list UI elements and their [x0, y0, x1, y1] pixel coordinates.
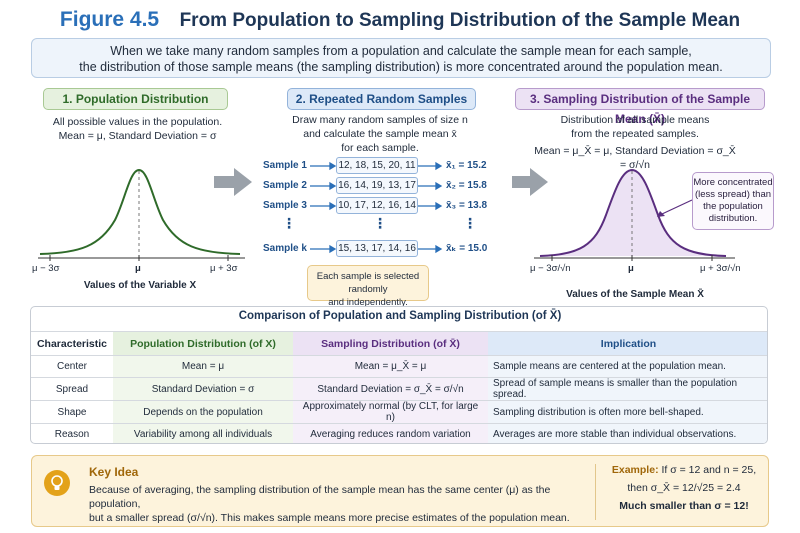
sample-3-mean: x̄₃ = 13.8 [446, 200, 488, 211]
concentration-callout: More concentrated (less spread) than the… [692, 172, 774, 230]
ellipsis-values: ⋮ [373, 215, 387, 231]
intro-box: When we take many random samples from a … [31, 38, 771, 78]
figure-title: From Population to Sampling Distribution… [179, 10, 741, 31]
section-2-line-3: for each sample. [341, 142, 419, 154]
section-3-line-2: from the repeated samples. [571, 128, 699, 140]
example-label: Example: [611, 464, 659, 476]
sampling-curve-fill [540, 170, 726, 256]
population-curve [39, 168, 241, 255]
row-reason-characteristic: Reason [31, 423, 113, 443]
sample-k-values: 15, 13, 17, 14, 16 [336, 240, 418, 257]
sample-k-label: Sample k [263, 243, 307, 254]
example-block: Example: If σ = 12 and n = 25, then σ_X̄… [604, 463, 764, 513]
section-2-title: 2. Repeated Random Samples [287, 88, 476, 110]
ellipsis-labels: ⋮ [282, 215, 296, 231]
section-2-line-1: Draw many random samples of size n [292, 114, 468, 126]
header-population: Population Distribution (of X) [113, 331, 293, 356]
table-row: Spread Standard Deviation = σ Standard D… [31, 377, 767, 401]
section-3-line-3: Mean = μ_X̄ = μ, Standard Deviation = σ_… [534, 145, 736, 171]
row-spread-characteristic: Spread [31, 377, 113, 401]
table-row: Shape Depends on the population Approxim… [31, 400, 767, 424]
callout-arrow [661, 199, 693, 215]
note-line-1: Each sample is selected randomly [316, 271, 420, 295]
sampling-curve [539, 168, 727, 257]
row-center-characteristic: Center [31, 355, 113, 378]
lightbulb-icon [44, 470, 70, 496]
population-x-label: Values of the Variable X [83, 280, 197, 291]
header-sampling: Sampling Distribution (of X̄) [293, 331, 488, 356]
row-spread-sampling: Standard Deviation = σ_X̄ = σ/√n [293, 377, 488, 401]
key-idea-title: Key Idea [89, 465, 139, 479]
table-title: Comparison of Population and Sampling Di… [238, 310, 562, 322]
sampling-tick-label-left: μ − 3σ/√n [530, 263, 571, 274]
sample-2-mean: x̄₂ = 15.8 [446, 180, 487, 191]
row-reason-population: Variability among all individuals [113, 423, 293, 443]
table-row: Reason Variability among all individuals… [31, 423, 767, 443]
header-characteristic: Characteristic [31, 331, 113, 356]
comparison-table: Comparison of Population and Sampling Di… [30, 306, 768, 444]
example-line-1-row: Example: If σ = 12 and n = 25, [604, 463, 764, 477]
row-center-implication: Sample means are centered at the populat… [488, 355, 767, 378]
section-2-description: Draw many random samples of size n and c… [285, 113, 475, 155]
figure-title-row: Figure 4.5 From Population to Sampling D… [0, 8, 800, 34]
sampling-tick-label-right: μ + 3σ/√n [700, 263, 741, 274]
section-1-line-1: All possible values in the population. [52, 116, 223, 128]
population-tick-label-center: μ [135, 263, 141, 274]
row-center-sampling: Mean = μ_X̄ = μ [293, 355, 488, 378]
example-line-2: then σ_X̄ = 12/√25 = 2.4 [627, 482, 741, 494]
key-idea-divider [595, 464, 596, 520]
row-reason-sampling: Averaging reduces random variation [293, 423, 488, 443]
sample-1-values: 12, 18, 15, 20, 11 [336, 157, 418, 174]
key-idea-box: Key Idea Because of averaging, the sampl… [31, 455, 769, 527]
section-1-title: 1. Population Distribution [43, 88, 228, 110]
row-spread-population: Standard Deviation = σ [113, 377, 293, 401]
row-shape-sampling: Approximately normal (by CLT, for large … [293, 400, 488, 424]
flow-arrow-2 [512, 168, 548, 196]
sampling-x-label: Values of the Sample Mean X̄ [566, 289, 704, 300]
ellipsis-means: ⋮ [463, 215, 477, 231]
sample-3-label: Sample 3 [263, 200, 307, 211]
callout-arrowhead [657, 211, 665, 217]
sample-3-values: 10, 17, 12, 16, 14 [336, 197, 418, 214]
section-3-description: Distribution of all sample means from th… [530, 113, 740, 172]
example-line-3: Much smaller than σ = 12! [619, 500, 749, 512]
row-spread-implication: Spread of sample means is smaller than t… [488, 377, 767, 401]
figure-number: Figure 4.5 [59, 8, 160, 31]
key-idea-text: Because of averaging, the sampling distr… [89, 483, 589, 525]
section-3-line-1: Distribution of all sample means [560, 114, 710, 126]
example-line-1: If σ = 12 and n = 25, [661, 464, 757, 476]
key-idea-line-2: but a smaller spread (σ/√n). This makes … [89, 512, 570, 524]
row-shape-population: Depends on the population [113, 400, 293, 424]
header-implication: Implication [488, 331, 767, 356]
population-tick-label-right: μ + 3σ [210, 263, 238, 274]
flow-arrow-1 [214, 168, 252, 196]
sample-1-mean: x̄₁ = 15.2 [446, 160, 487, 171]
sample-2-values: 16, 14, 19, 13, 17 [336, 177, 418, 194]
intro-line-2: the distribution of those sample means (… [79, 60, 723, 74]
section-1-line-2: Mean = μ, Standard Deviation = σ [58, 130, 217, 142]
sample-2-label: Sample 2 [263, 180, 307, 191]
section-3-title: 3. Sampling Distribution of the Sample M… [515, 88, 765, 126]
random-sample-note: Each sample is selected randomly and ind… [307, 265, 429, 308]
note-line-2: and independently. [328, 297, 408, 308]
sample-1-label: Sample 1 [263, 160, 307, 171]
row-reason-implication: Averages are more stable than individual… [488, 423, 767, 443]
row-shape-characteristic: Shape [31, 400, 113, 424]
row-shape-implication: Sampling distribution is often more bell… [488, 400, 767, 424]
sample-k-mean: x̄ₖ = 15.0 [446, 243, 488, 254]
table-header-row: Characteristic Population Distribution (… [31, 331, 767, 356]
section-1-description: All possible values in the population. M… [40, 115, 235, 143]
sample-arrows [310, 161, 443, 254]
sampling-tick-label-center: μ [628, 263, 634, 274]
population-tick-label-left: μ − 3σ [32, 263, 60, 274]
comparison-table-grid: Characteristic Population Distribution (… [31, 331, 767, 443]
table-row: Center Mean = μ Mean = μ_X̄ = μ Sample m… [31, 355, 767, 378]
section-2-line-2: and calculate the sample mean x̄ [303, 128, 457, 140]
row-center-population: Mean = μ [113, 355, 293, 378]
intro-line-1: When we take many random samples from a … [110, 44, 692, 58]
key-idea-line-1: Because of averaging, the sampling distr… [89, 484, 551, 510]
